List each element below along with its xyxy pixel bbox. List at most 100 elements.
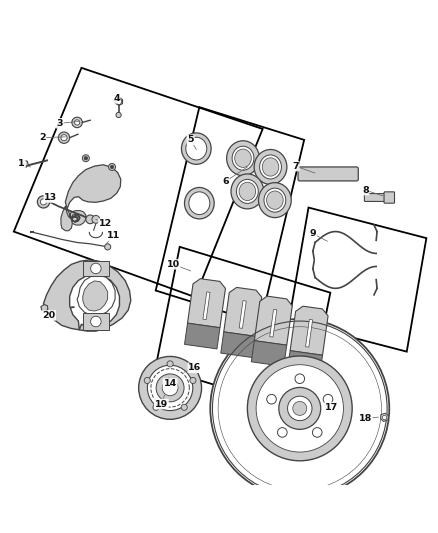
Polygon shape	[254, 296, 292, 345]
Text: 17: 17	[325, 402, 338, 411]
Polygon shape	[239, 301, 246, 328]
Circle shape	[61, 135, 67, 141]
Text: 14: 14	[163, 379, 177, 388]
Ellipse shape	[231, 174, 264, 209]
Circle shape	[162, 380, 178, 395]
Circle shape	[105, 244, 111, 250]
Polygon shape	[187, 279, 226, 328]
Text: 5: 5	[187, 135, 194, 144]
Text: 7: 7	[292, 161, 299, 171]
Polygon shape	[41, 304, 48, 311]
Circle shape	[144, 377, 150, 384]
Text: 16: 16	[188, 364, 201, 372]
Circle shape	[40, 199, 46, 205]
Circle shape	[153, 404, 159, 410]
Ellipse shape	[258, 183, 291, 217]
Ellipse shape	[260, 155, 282, 179]
Polygon shape	[21, 160, 28, 167]
Ellipse shape	[237, 180, 258, 204]
Circle shape	[148, 365, 193, 410]
Polygon shape	[83, 281, 108, 311]
Polygon shape	[65, 165, 121, 209]
Circle shape	[323, 394, 333, 404]
Ellipse shape	[254, 149, 287, 184]
Polygon shape	[290, 306, 328, 355]
Text: 6: 6	[222, 177, 229, 186]
Circle shape	[116, 99, 122, 104]
Circle shape	[279, 387, 321, 430]
Text: 19: 19	[155, 400, 168, 408]
Circle shape	[109, 164, 116, 171]
Circle shape	[92, 215, 100, 223]
Circle shape	[382, 415, 387, 420]
Ellipse shape	[239, 182, 256, 200]
Circle shape	[210, 319, 389, 498]
Polygon shape	[287, 351, 322, 376]
Circle shape	[167, 361, 173, 367]
Circle shape	[247, 356, 352, 461]
Circle shape	[86, 215, 95, 224]
Polygon shape	[221, 332, 256, 358]
Ellipse shape	[226, 141, 259, 176]
Circle shape	[116, 112, 121, 118]
Circle shape	[84, 157, 88, 160]
Circle shape	[267, 394, 276, 404]
Polygon shape	[251, 341, 287, 366]
Polygon shape	[61, 206, 72, 231]
Ellipse shape	[189, 192, 210, 215]
Circle shape	[139, 357, 201, 419]
Text: 3: 3	[57, 119, 63, 128]
Text: 1: 1	[18, 159, 25, 168]
Polygon shape	[43, 260, 131, 331]
Polygon shape	[83, 313, 109, 330]
Circle shape	[72, 117, 82, 128]
Ellipse shape	[264, 188, 286, 212]
Polygon shape	[306, 319, 313, 347]
Polygon shape	[65, 206, 86, 225]
Circle shape	[74, 120, 80, 125]
Text: 11: 11	[107, 231, 120, 240]
Circle shape	[58, 132, 70, 143]
Polygon shape	[270, 309, 277, 337]
Text: 12: 12	[99, 219, 112, 228]
Text: 20: 20	[42, 311, 55, 320]
FancyBboxPatch shape	[364, 193, 386, 201]
Circle shape	[295, 374, 304, 384]
Text: 10: 10	[166, 260, 180, 269]
Text: 2: 2	[39, 133, 46, 142]
Text: 18: 18	[359, 414, 372, 423]
Circle shape	[181, 404, 187, 410]
Circle shape	[293, 401, 307, 415]
Circle shape	[91, 316, 101, 327]
Polygon shape	[381, 413, 389, 422]
Circle shape	[82, 155, 89, 161]
FancyBboxPatch shape	[298, 167, 358, 181]
Circle shape	[110, 165, 114, 169]
Text: 8: 8	[362, 185, 369, 195]
Ellipse shape	[232, 146, 254, 170]
Ellipse shape	[184, 188, 214, 219]
Polygon shape	[83, 261, 109, 276]
Circle shape	[91, 263, 101, 274]
Circle shape	[278, 427, 287, 437]
Text: 4: 4	[113, 94, 120, 103]
Polygon shape	[203, 292, 210, 320]
Ellipse shape	[262, 158, 279, 176]
Ellipse shape	[235, 149, 251, 167]
Ellipse shape	[267, 191, 283, 209]
Circle shape	[256, 365, 343, 452]
Polygon shape	[77, 275, 115, 316]
Circle shape	[288, 396, 312, 421]
Polygon shape	[224, 287, 261, 336]
Circle shape	[190, 377, 196, 384]
Text: 13: 13	[44, 193, 57, 202]
FancyBboxPatch shape	[384, 192, 395, 203]
Circle shape	[312, 427, 322, 437]
Circle shape	[37, 196, 49, 208]
Text: 9: 9	[310, 229, 316, 238]
Polygon shape	[114, 97, 123, 106]
Ellipse shape	[181, 133, 211, 164]
Ellipse shape	[186, 138, 207, 160]
Circle shape	[156, 374, 184, 402]
Polygon shape	[184, 323, 220, 349]
